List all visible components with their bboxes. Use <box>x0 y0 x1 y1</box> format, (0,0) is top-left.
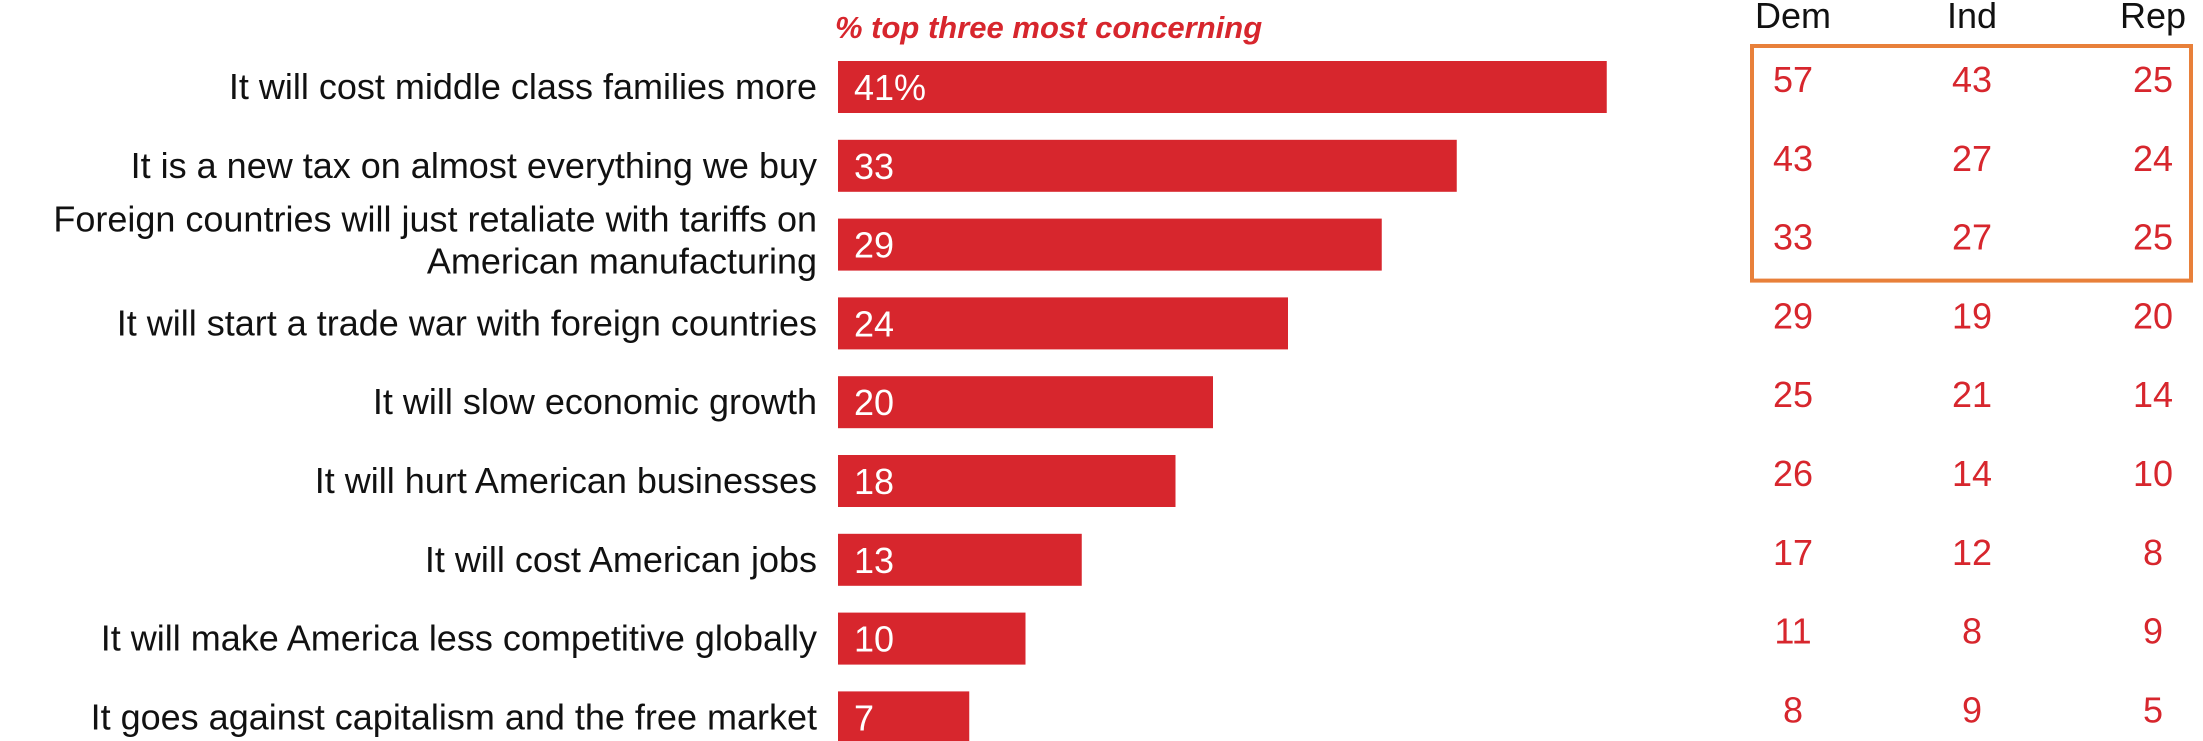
bar-value-label: 10 <box>854 619 894 660</box>
party-value: 43 <box>1952 59 1992 100</box>
party-headers: Dem Ind Rep <box>1755 0 2186 36</box>
bar <box>838 297 1288 350</box>
party-header: Rep <box>2120 0 2186 36</box>
chart-subtitle: % top three most concerning <box>835 10 1262 45</box>
party-value: 29 <box>1773 295 1813 336</box>
party-value: 20 <box>2133 295 2173 336</box>
party-value: 8 <box>1962 611 1982 652</box>
party-value: 21 <box>1952 374 1992 415</box>
party-value: 11 <box>1774 611 1811 652</box>
bar-value-label: 13 <box>854 540 894 581</box>
bar <box>838 533 1082 586</box>
category-label: It is a new tax on almost everything we … <box>131 145 817 186</box>
party-value: 19 <box>1952 295 1992 336</box>
party-value: 8 <box>1783 689 1803 730</box>
party-value: 14 <box>1952 453 1992 494</box>
party-value: 5 <box>2143 689 2163 730</box>
category-label: It will start a trade war with foreign c… <box>117 302 817 343</box>
party-value: 27 <box>1952 138 1992 179</box>
bar-value-labels: 41% 33 29 24 20 18 13 10 7 <box>854 67 926 738</box>
party-value: 9 <box>1962 689 1982 730</box>
party-value: 17 <box>1773 532 1813 573</box>
party-value: 24 <box>2133 138 2173 179</box>
party-value: 25 <box>1773 374 1813 415</box>
party-value: 8 <box>2143 532 2163 573</box>
party-value: 33 <box>1773 217 1813 258</box>
bar <box>838 691 970 741</box>
category-label: It goes against capitalism and the free … <box>91 696 817 737</box>
bar-value-label: 41% <box>854 67 926 108</box>
party-value: 25 <box>2133 217 2173 258</box>
category-label: Foreign countries will just retaliate wi… <box>53 199 817 240</box>
party-header: Dem <box>1755 0 1831 36</box>
category-label: It will cost American jobs <box>425 539 817 580</box>
party-value: 43 <box>1773 138 1813 179</box>
party-value: 26 <box>1773 453 1813 494</box>
party-value: 12 <box>1952 532 1992 573</box>
category-label: It will make America less competitive gl… <box>101 618 817 659</box>
bar-value-label: 7 <box>854 697 874 738</box>
category-label: It will cost middle class families more <box>229 66 817 107</box>
bar-value-label: 20 <box>854 382 894 423</box>
category-label: It will slow economic growth <box>373 381 817 422</box>
party-header: Ind <box>1947 0 1997 36</box>
highlight-box <box>1750 44 2193 283</box>
party-value: 14 <box>2133 374 2173 415</box>
party-value: 27 <box>1952 217 1992 258</box>
bar <box>838 376 1213 429</box>
category-label: It will hurt American businesses <box>315 460 817 501</box>
category-label: American manufacturing <box>427 241 817 282</box>
party-value: 9 <box>2143 611 2163 652</box>
bar-value-label: 24 <box>854 303 894 344</box>
category-labels: It will cost middle class families more I… <box>53 66 817 737</box>
bars <box>838 61 1607 741</box>
party-value: 25 <box>2133 59 2173 100</box>
bar-value-label: 33 <box>854 146 894 187</box>
party-values: 57 43 25 43 27 24 33 27 25 29 19 20 25 21 14 26 14 10 17 12… <box>1773 59 2173 730</box>
bar <box>838 139 1457 192</box>
bar <box>838 455 1176 507</box>
party-value: 57 <box>1773 59 1813 100</box>
bar <box>838 61 1607 113</box>
bar <box>838 218 1382 271</box>
party-value: 10 <box>2133 453 2173 494</box>
bar-value-label: 18 <box>854 461 894 502</box>
bar <box>838 612 1026 665</box>
bar-value-label: 29 <box>854 225 894 266</box>
